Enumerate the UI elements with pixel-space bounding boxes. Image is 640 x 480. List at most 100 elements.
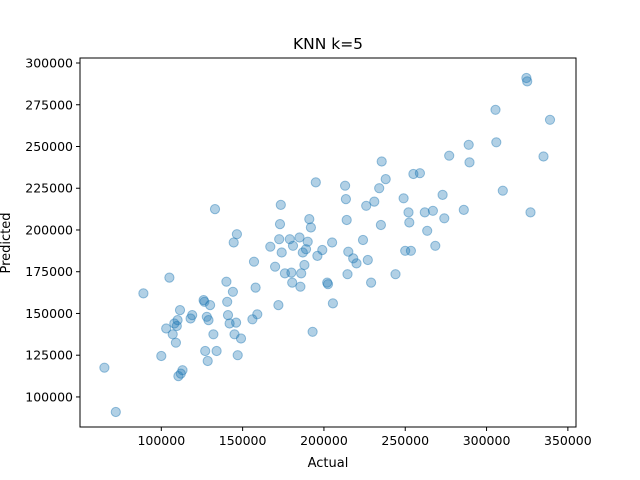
data-point-73 — [341, 214, 352, 226]
data-point-36 — [232, 350, 243, 361]
data-point-10 — [172, 315, 183, 326]
y-tick-label-6: 250000 — [25, 139, 73, 154]
data-point-87 — [390, 269, 401, 280]
data-point-11 — [173, 371, 184, 382]
data-point-81 — [366, 277, 377, 288]
data-point-76 — [348, 253, 359, 264]
data-point-98 — [430, 240, 441, 251]
data-point-21 — [202, 355, 213, 367]
x-tick-label-1: 150000 — [219, 433, 267, 448]
data-point-54 — [294, 232, 305, 243]
data-point-50 — [284, 234, 295, 245]
data-point-56 — [296, 268, 307, 279]
data-point-84 — [375, 219, 386, 231]
data-point-66 — [317, 244, 328, 256]
data-point-80 — [362, 254, 373, 266]
x-tick-label-3: 250000 — [381, 433, 429, 448]
data-point-17 — [198, 295, 209, 306]
data-point-14 — [177, 365, 188, 376]
data-point-83 — [374, 183, 385, 194]
data-point-74 — [342, 269, 353, 280]
data-point-28 — [222, 296, 233, 307]
x-tick-label-5: 350000 — [544, 433, 592, 448]
data-point-75 — [343, 246, 354, 257]
data-point-86 — [380, 174, 391, 185]
data-point-62 — [305, 222, 316, 233]
data-point-103 — [463, 139, 474, 150]
data-point-94 — [414, 168, 425, 179]
data-point-112 — [544, 114, 556, 125]
data-point-61 — [304, 214, 315, 225]
data-point-48 — [276, 247, 287, 258]
data-point-47 — [275, 199, 286, 210]
data-point-4 — [161, 323, 172, 334]
data-point-109 — [522, 76, 533, 87]
x-tick-label-4: 300000 — [463, 433, 511, 448]
data-point-101 — [444, 150, 455, 161]
y-tick-label-8: 300000 — [25, 56, 73, 71]
data-point-3 — [156, 350, 167, 362]
data-point-95 — [419, 207, 430, 218]
data-point-108 — [521, 72, 532, 84]
data-point-31 — [227, 286, 238, 297]
data-point-78 — [357, 234, 369, 246]
x-tick-label-2: 200000 — [300, 433, 348, 448]
data-point-19 — [200, 345, 211, 357]
data-point-15 — [185, 313, 196, 324]
data-point-91 — [404, 217, 415, 228]
y-tick-label-0: 100000 — [25, 389, 73, 404]
data-point-37 — [235, 333, 247, 344]
data-point-68 — [322, 279, 334, 290]
data-point-8 — [170, 337, 181, 348]
data-point-57 — [297, 247, 308, 258]
x-tick-label-0: 100000 — [137, 433, 185, 448]
data-point-40 — [250, 282, 261, 293]
data-point-89 — [400, 245, 411, 256]
data-point-20 — [201, 311, 212, 322]
data-point-43 — [270, 261, 281, 272]
data-point-45 — [274, 234, 285, 245]
data-point-70 — [327, 298, 338, 309]
data-point-102 — [458, 204, 469, 215]
data-point-72 — [340, 194, 351, 205]
data-point-69 — [327, 237, 338, 248]
data-point-92 — [405, 245, 416, 256]
x-axis-ticks: 100000 150000 200000 250000 300000 350000 — [137, 427, 592, 448]
data-point-99 — [437, 189, 448, 200]
data-point-53 — [287, 240, 299, 251]
y-tick-label-1: 125000 — [25, 348, 73, 363]
data-point-51 — [286, 267, 297, 278]
data-point-52 — [287, 277, 298, 288]
data-point-71 — [340, 180, 351, 191]
data-point-44 — [273, 300, 284, 311]
data-point-49 — [279, 268, 290, 279]
data-point-63 — [307, 326, 318, 337]
data-point-64 — [310, 177, 321, 188]
data-point-59 — [300, 244, 312, 255]
data-point-1 — [110, 406, 121, 418]
data-point-111 — [538, 151, 549, 162]
data-point-25 — [209, 204, 221, 215]
data-point-30 — [224, 318, 235, 329]
data-point-7 — [169, 318, 180, 329]
y-tick-label-2: 150000 — [25, 306, 73, 321]
data-point-27 — [221, 276, 232, 287]
data-point-79 — [361, 200, 372, 211]
data-point-110 — [525, 207, 536, 218]
x-axis-title: Actual — [308, 456, 349, 471]
data-point-82 — [369, 196, 380, 207]
data-point-46 — [274, 219, 286, 230]
data-point-67 — [322, 277, 333, 288]
data-point-23 — [205, 300, 216, 311]
y-axis-title: Predicted — [0, 212, 14, 273]
y-axis-ticks: 100000 125000 150000 175000 200000 225000 2500… — [25, 56, 80, 404]
data-point-85 — [376, 156, 387, 167]
data-point-39 — [248, 256, 260, 267]
data-point-2 — [138, 288, 149, 299]
data-point-65 — [312, 250, 323, 261]
data-point-77 — [351, 258, 362, 269]
data-point-33 — [229, 329, 240, 340]
data-point-41 — [252, 309, 263, 320]
data-point-58 — [299, 259, 310, 271]
